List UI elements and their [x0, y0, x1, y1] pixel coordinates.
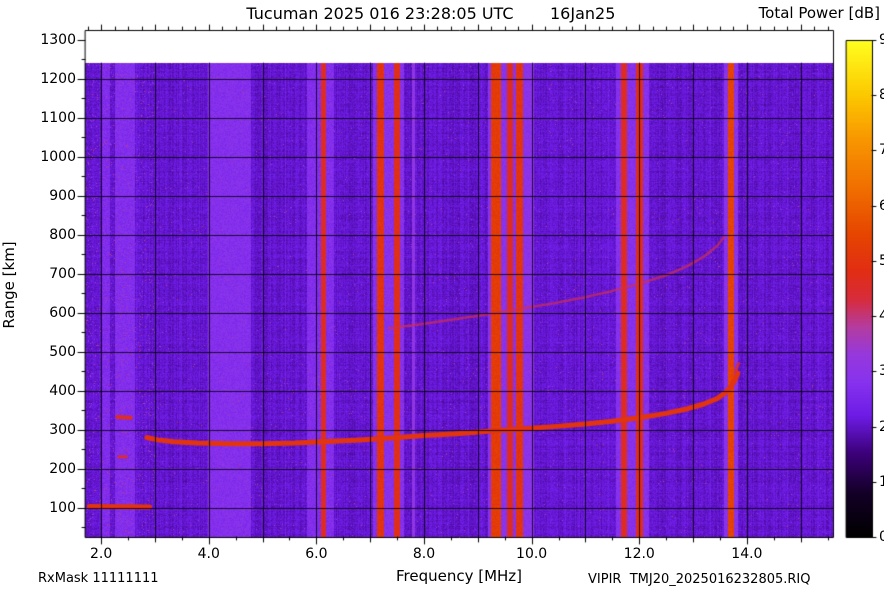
colorbar-tick-label: 10: [879, 473, 884, 490]
y-tick-label: 500: [49, 343, 76, 360]
x-tick-label: 8.0: [412, 546, 436, 562]
filename-label: VIPIR TMJ20_2025016232805.RIQ: [588, 572, 811, 587]
y-tick-label: 1100: [40, 109, 76, 126]
x-tick-label: 12.0: [623, 546, 655, 562]
x-tick-label: 6.0: [305, 546, 328, 562]
y-tick-label: 1200: [40, 70, 76, 87]
y-tick-label: 700: [49, 265, 76, 282]
colorbar-tick-label: 30: [879, 363, 884, 380]
colorbar-tick-label: 70: [879, 142, 884, 159]
x-tick-label: 2.0: [90, 546, 113, 562]
y-tick-label: 100: [49, 499, 76, 516]
y-tick-label: 400: [49, 382, 76, 399]
x-tick-label: 4.0: [197, 546, 220, 562]
colorbar-tick-label: 40: [879, 308, 884, 325]
x-axis-label: Frequency [MHz]: [395, 567, 523, 585]
colorbar-title: Total Power [dB]: [758, 4, 880, 22]
x-tick-label: 10.0: [516, 546, 548, 562]
y-tick-label: 900: [49, 187, 76, 204]
y-tick-label: 800: [49, 226, 76, 243]
plot-title: Tucuman 2025 016 23:28:05 UTC: [246, 4, 514, 23]
plot-date: 16Jan25: [550, 4, 616, 23]
y-axis-label: Range [km]: [0, 241, 18, 329]
colorbar-tick-label: 60: [879, 197, 884, 214]
colorbar-tick-label: 0: [879, 529, 884, 545]
y-tick-label: 200: [49, 460, 76, 477]
x-tick-label: 14.0: [731, 546, 763, 562]
colorbar-tick-label: 20: [879, 418, 884, 435]
y-tick-label: 300: [49, 421, 76, 438]
rx-mask-label: RxMask 11111111: [38, 571, 159, 586]
colorbar-tick-label: 90: [879, 32, 884, 48]
y-tick-label: 1300: [40, 31, 76, 48]
y-tick-label: 1000: [40, 148, 76, 165]
y-tick-label: 600: [49, 304, 76, 321]
colorbar-tick-label: 80: [879, 87, 884, 104]
colorbar-tick-label: 50: [879, 252, 884, 269]
